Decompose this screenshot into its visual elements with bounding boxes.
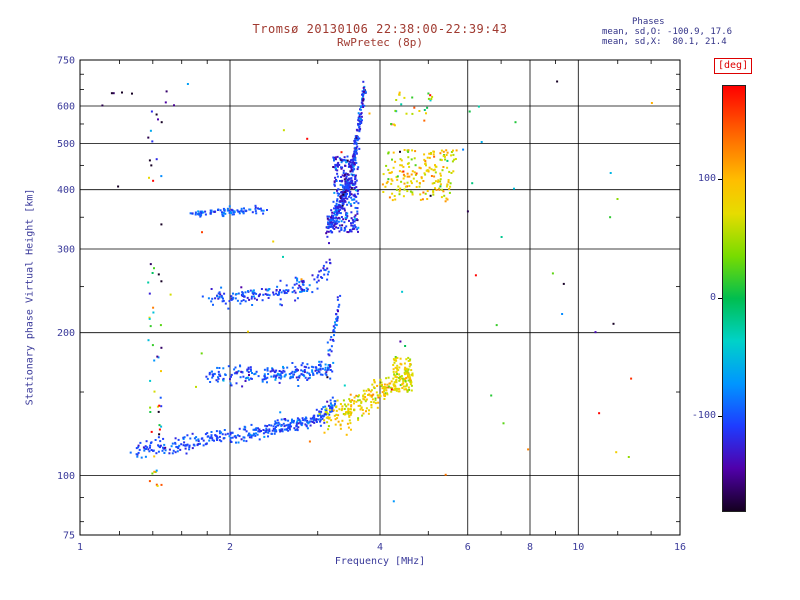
grid-lines <box>80 60 680 535</box>
stats-line-x: mean, sd,X: 80.1, 21.4 <box>602 37 727 47</box>
x-tick-label: 4 <box>377 542 383 553</box>
y-tick-label: 750 <box>57 56 75 67</box>
y-tick-label: 500 <box>57 139 75 150</box>
plot-border <box>79 59 681 536</box>
y-tick-label: 300 <box>57 245 75 256</box>
data-points-layer <box>101 80 653 503</box>
colorbar-label: [deg] <box>714 58 753 74</box>
y-tick-label: 200 <box>57 328 75 339</box>
stats-title: Phases <box>632 17 665 27</box>
chart-title: Tromsø 20130106 22:38:00-22:39:43 <box>252 22 508 36</box>
x-tick-label: 2 <box>227 542 233 553</box>
phase-stats-block: Phases mean, sd,O: -100.9, 17.6 mean, sd… <box>602 17 732 47</box>
x-tick-label: 16 <box>674 542 686 553</box>
x-tick-label: 10 <box>572 542 584 553</box>
colorbar <box>722 85 746 512</box>
minor-ticks <box>80 60 680 535</box>
y-tick-label: 600 <box>57 102 75 113</box>
y-tick-label: 100 <box>57 471 75 482</box>
tick-labels: 1 2 4 6 8 10 16 75 100 200 300 400 500 600 750 <box>57 56 686 554</box>
y-tick-label: 75 <box>63 531 75 542</box>
x-tick-label: 8 <box>527 542 533 553</box>
chart-subtitle: RwPretec (8p) <box>336 36 424 49</box>
x-tick-label: 1 <box>77 542 83 553</box>
stats-line-o: mean, sd,O: -100.9, 17.6 <box>602 27 733 37</box>
x-axis-label: Frequency [MHz] <box>334 556 426 567</box>
y-tick-label: 400 <box>57 185 75 196</box>
x-tick-label: 6 <box>465 542 471 553</box>
